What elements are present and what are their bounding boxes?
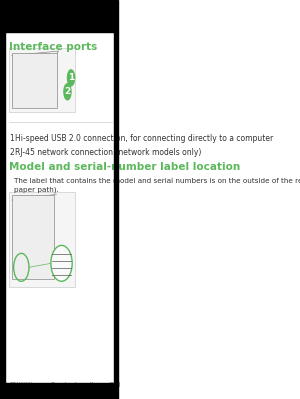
Text: Model and serial-number label location: Model and serial-number label location <box>10 162 241 172</box>
Text: 2: 2 <box>10 148 14 157</box>
Text: ENWW: ENWW <box>10 382 33 388</box>
Bar <box>0 0 118 32</box>
Ellipse shape <box>51 245 72 281</box>
Text: Product walkaround: Product walkaround <box>50 382 120 388</box>
Bar <box>0 32 5 383</box>
Text: 1: 1 <box>68 73 74 82</box>
Bar <box>114 32 118 383</box>
Text: RJ-45 network connection (network models only): RJ-45 network connection (network models… <box>15 148 202 157</box>
Text: 2: 2 <box>64 87 70 96</box>
Bar <box>10 192 75 287</box>
Text: The label that contains the model and serial numbers is on the outside of the re: The label that contains the model and se… <box>14 178 300 193</box>
Ellipse shape <box>64 84 71 100</box>
Text: 1: 1 <box>10 134 14 143</box>
Text: Hi-speed USB 2.0 connection, for connecting directly to a computer: Hi-speed USB 2.0 connection, for connect… <box>15 134 274 143</box>
Text: 7: 7 <box>109 382 113 388</box>
Bar <box>0 383 118 399</box>
Ellipse shape <box>68 70 75 86</box>
Bar <box>12 195 54 279</box>
Text: Interface ports: Interface ports <box>10 42 98 52</box>
Bar <box>12 53 57 108</box>
Bar <box>10 48 75 112</box>
